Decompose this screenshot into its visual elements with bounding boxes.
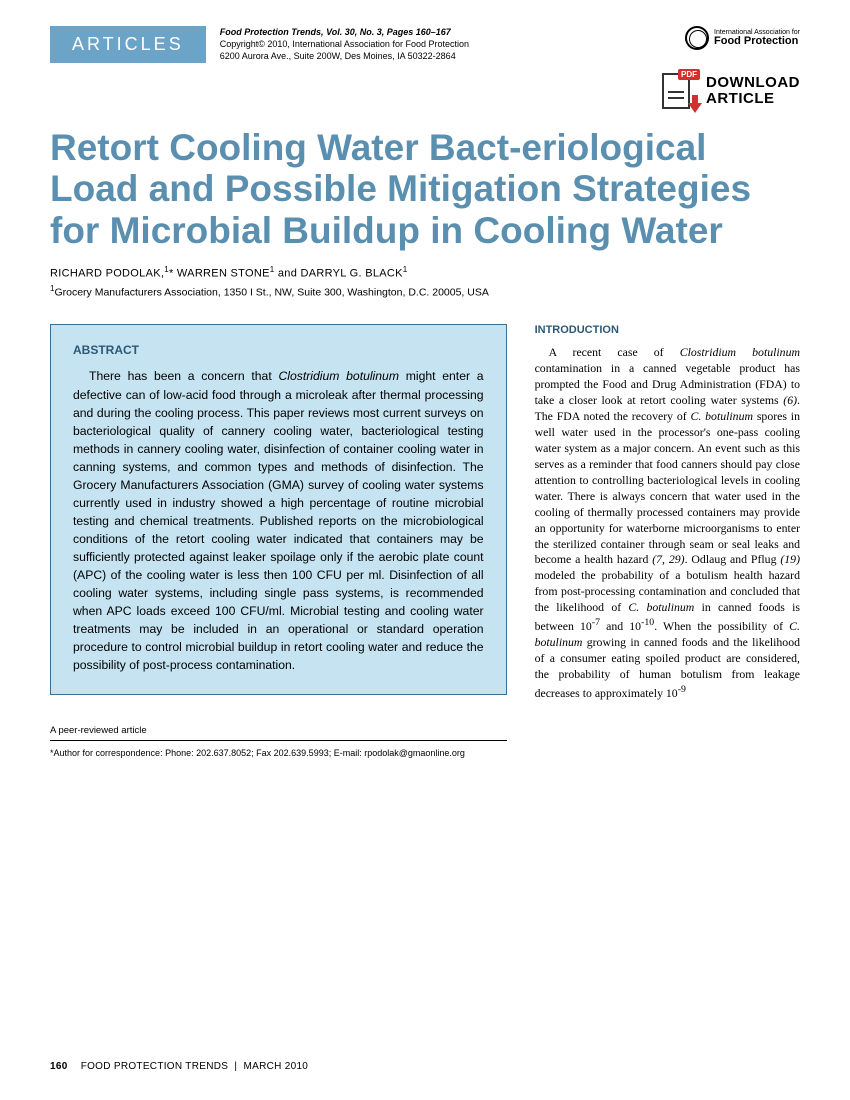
abstract-text: There has been a concern that Clostridiu… [73, 367, 484, 674]
pdf-badge: PDF [678, 69, 700, 80]
download-label: DOWNLOAD ARTICLE [706, 75, 800, 107]
footer-journal: FOOD PROTECTION TRENDS [81, 1061, 229, 1072]
citation-block: Food Protection Trends, Vol. 30, No. 3, … [220, 26, 675, 62]
copyright-line: Copyright© 2010, International Associati… [220, 39, 469, 49]
footer-date: MARCH 2010 [243, 1061, 308, 1072]
abstract-heading: ABSTRACT [73, 343, 484, 357]
publisher-address: 6200 Aurora Ave., Suite 200W, Des Moines… [220, 51, 456, 61]
journal-title: Food Protection Trends, [220, 27, 324, 37]
peer-review-note: A peer-reviewed article [50, 725, 507, 736]
pdf-icon: PDF [662, 69, 698, 113]
articles-tab: ARTICLES [50, 26, 206, 63]
page-number: 160 [50, 1061, 68, 1072]
page-footer: 160 FOOD PROTECTION TRENDS | MARCH 2010 [50, 1061, 308, 1072]
footer-sep: | [234, 1061, 237, 1072]
logo-text: International Association for Food Prote… [714, 29, 800, 48]
download-article-button[interactable]: PDF DOWNLOAD ARTICLE [50, 69, 800, 113]
left-column: ABSTRACT There has been a concern that C… [50, 324, 507, 759]
divider [50, 740, 507, 741]
download-arrow-icon [688, 103, 702, 113]
intro-text: A recent case of Clostridium botulinum c… [535, 345, 800, 701]
intro-heading: INTRODUCTION [535, 324, 800, 336]
org-line2: Food Protection [714, 36, 800, 48]
header-row: ARTICLES Food Protection Trends, Vol. 30… [50, 26, 800, 63]
download-line2: ARTICLE [706, 91, 800, 107]
abstract-box: ABSTRACT There has been a concern that C… [50, 324, 507, 695]
logo-icon [685, 26, 709, 50]
correspondence: *Author for correspondence: Phone: 202.6… [50, 747, 507, 760]
author-list: RICHARD PODOLAK,1* WARREN STONE1 and DAR… [50, 265, 800, 280]
publisher-logo: International Association for Food Prote… [685, 26, 800, 50]
content-row: ABSTRACT There has been a concern that C… [50, 324, 800, 759]
vol-info: Vol. 30, No. 3, Pages 160–167 [326, 27, 451, 37]
article-title: Retort Cooling Water Bact-eriological Lo… [50, 127, 800, 251]
affiliation: 1Grocery Manufacturers Association, 1350… [50, 284, 800, 299]
download-line1: DOWNLOAD [706, 75, 800, 91]
right-column: INTRODUCTION A recent case of Clostridiu… [535, 324, 800, 759]
